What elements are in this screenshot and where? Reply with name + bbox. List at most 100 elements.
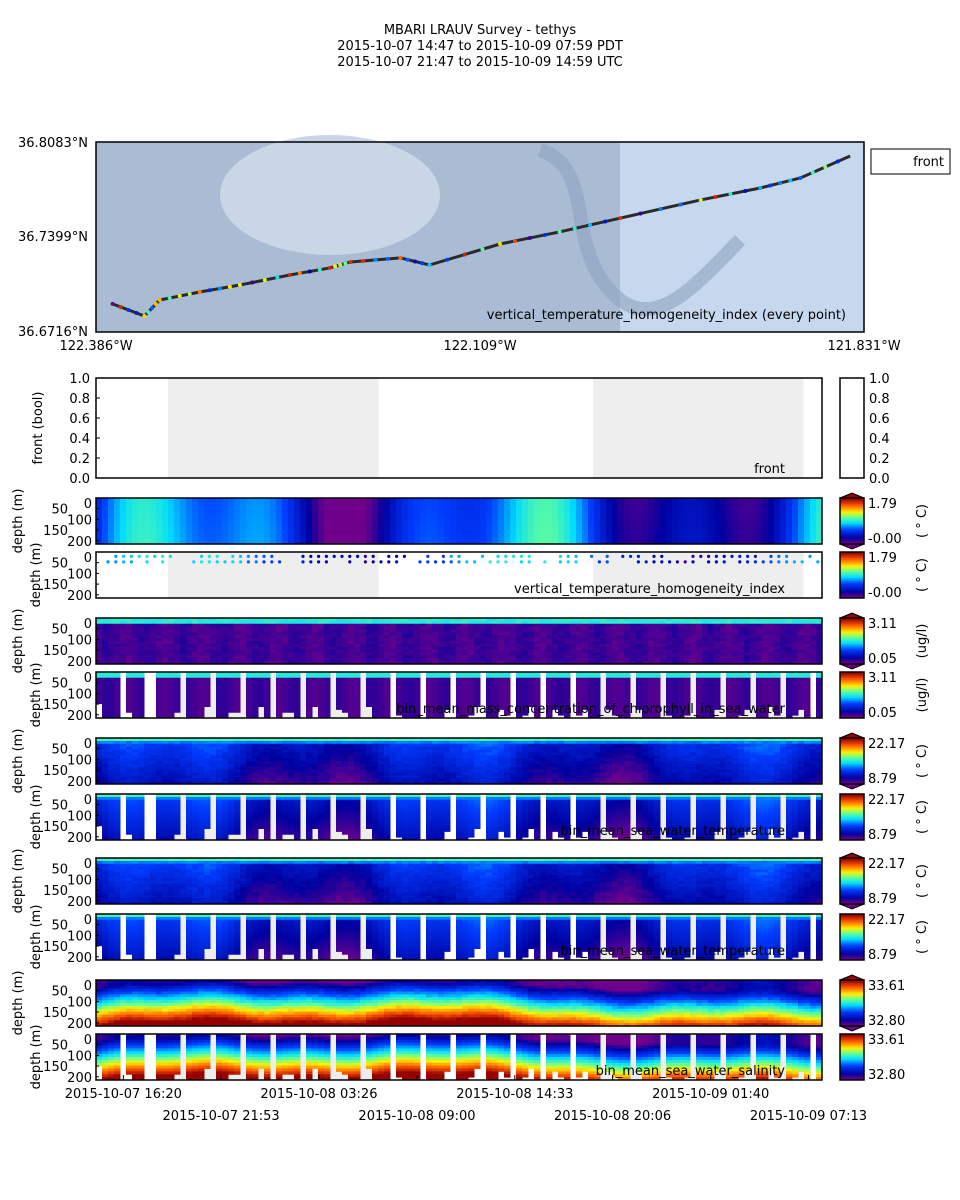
profile-cell	[198, 706, 205, 710]
profile-cell	[258, 680, 265, 684]
heatmap-cell	[318, 532, 325, 536]
heatmap-cell	[576, 526, 583, 531]
heatmap-cell	[522, 623, 529, 628]
heatmap-cell	[576, 509, 583, 513]
heatmap-cell	[594, 512, 601, 516]
profile-cell	[462, 677, 469, 682]
heatmap-cell	[636, 629, 643, 633]
heatmap-cell	[354, 626, 361, 630]
depth-tick: 100	[67, 633, 92, 648]
heatmap-cell	[750, 618, 757, 622]
heatmap-cell	[252, 512, 259, 516]
heatmap-cell	[744, 626, 751, 630]
heatmap-cell	[528, 498, 535, 502]
heatmap-cell	[768, 529, 775, 533]
profile-cell	[444, 672, 451, 676]
heatmap-cell	[360, 620, 367, 625]
heatmap-cell	[804, 649, 811, 653]
heatmap-cell	[456, 526, 463, 531]
heatmap-cell	[720, 523, 727, 528]
heatmap-cell	[258, 626, 265, 630]
heatmap-cell	[708, 526, 715, 531]
profile-cell	[276, 683, 283, 687]
heatmap-cell	[498, 641, 505, 645]
heatmap-cell	[570, 523, 577, 528]
profile-cell	[396, 683, 403, 687]
data-point	[457, 560, 461, 564]
heatmap-cell	[744, 618, 751, 622]
heatmap-cell	[318, 503, 325, 508]
profile-cell	[108, 672, 115, 676]
profile-cell	[426, 697, 433, 702]
heatmap-cell	[312, 649, 319, 653]
heatmap-cell	[102, 512, 109, 516]
heatmap-cell	[390, 649, 397, 653]
heatmap-cell	[564, 518, 571, 522]
heatmap-cell	[186, 535, 193, 539]
profile-cell	[342, 672, 349, 676]
heatmap-cell	[396, 521, 403, 525]
profile-cell	[198, 689, 205, 693]
heatmap-cell	[108, 541, 115, 545]
heatmap-cell	[726, 641, 733, 645]
heatmap-cell	[804, 526, 811, 531]
heatmap-cell	[816, 532, 823, 536]
heatmap-cell	[546, 498, 553, 502]
heatmap-cell	[162, 515, 169, 519]
heatmap-cell	[450, 620, 457, 625]
map-track-point	[142, 314, 147, 319]
data-point	[168, 554, 172, 558]
heatmap-cell	[786, 643, 793, 648]
heatmap-cell	[204, 632, 211, 636]
heatmap-cell	[810, 541, 817, 545]
heatmap-cell	[624, 655, 631, 659]
heatmap-cell	[714, 503, 721, 508]
profile-cell	[246, 683, 253, 687]
heatmap-cell	[756, 649, 763, 653]
heatmap-cell	[234, 532, 241, 536]
heatmap-cell	[366, 643, 373, 648]
heatmap-cell	[102, 538, 109, 542]
heatmap-cell	[534, 518, 541, 522]
heatmap-cell	[348, 512, 355, 516]
heatmap-cell	[414, 646, 421, 651]
heatmap-cell	[402, 618, 409, 622]
profile-cell	[108, 677, 115, 682]
heatmap-cell	[540, 535, 547, 539]
heatmap-cell	[786, 541, 793, 545]
profile-cell	[408, 683, 415, 687]
heatmap-cell	[102, 655, 109, 659]
profile-cell	[246, 697, 253, 702]
vthi-points-frame	[95, 551, 823, 599]
heatmap-cell	[696, 638, 703, 642]
heatmap-cell	[582, 638, 589, 642]
heatmap-cell	[234, 623, 241, 628]
heatmap-cell	[474, 643, 481, 648]
heatmap-cell	[642, 618, 649, 622]
heatmap-cell	[804, 500, 811, 505]
heatmap-cell	[456, 515, 463, 519]
map-basemap	[96, 135, 864, 332]
heatmap-cell	[738, 620, 745, 625]
heatmap-cell	[702, 503, 709, 508]
heatmap-cell	[816, 503, 823, 508]
heatmap-cell	[546, 629, 553, 633]
heatmap-cell	[306, 620, 313, 625]
heatmap-cell	[732, 521, 739, 525]
heatmap-cell	[738, 661, 745, 665]
heatmap-cell	[552, 503, 559, 508]
heatmap-cell	[204, 626, 211, 630]
data-point	[106, 560, 110, 564]
heatmap-cell	[210, 523, 217, 528]
heatmap-cell	[660, 518, 667, 522]
heatmap-cell	[618, 658, 625, 662]
heatmap-cell	[468, 498, 475, 502]
heatmap-cell	[300, 498, 307, 502]
heatmap-cell	[378, 515, 385, 519]
profile-cell	[354, 703, 361, 707]
heatmap-cell	[252, 635, 259, 639]
heatmap-cell	[600, 655, 607, 659]
heatmap-cell	[228, 652, 235, 656]
heatmap-cell	[330, 626, 337, 630]
heatmap-cell	[570, 538, 577, 542]
